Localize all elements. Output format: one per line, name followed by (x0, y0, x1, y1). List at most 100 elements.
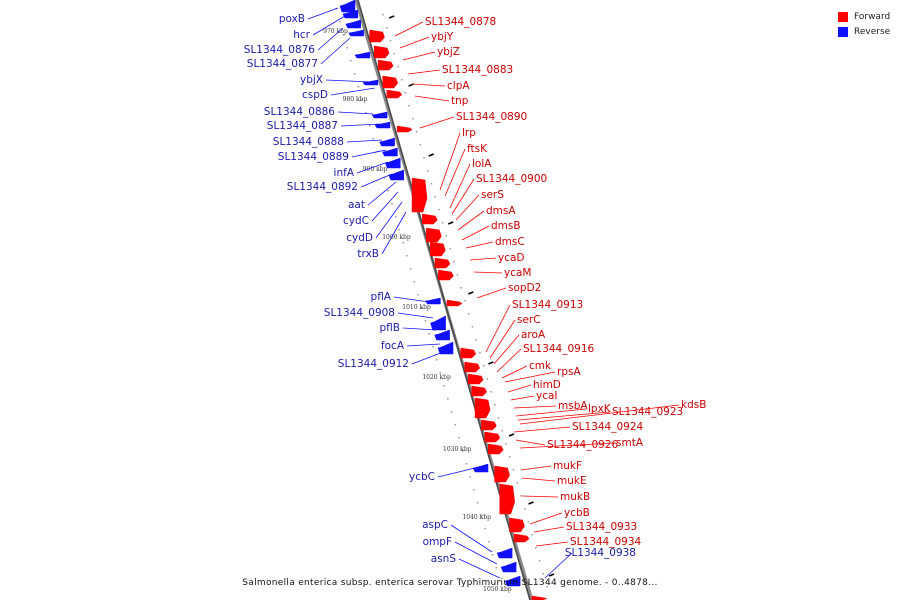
forward-gene-label: ycbB (564, 507, 590, 519)
reverse-gene-block (425, 297, 441, 305)
tick-label: 1000 kbp (382, 234, 411, 241)
forward-leader-line (411, 83, 446, 87)
tick-mark (548, 573, 555, 577)
forward-gene-label: SL1344_0923 (612, 406, 683, 418)
tick-mark (447, 221, 454, 225)
forward-leader-line (489, 319, 516, 359)
forward-swatch (838, 11, 848, 22)
forward-leader-line (521, 477, 556, 482)
forward-gene-label: ycaI (536, 390, 558, 402)
guide-dot (488, 541, 490, 543)
reverse-gene-block (379, 137, 395, 147)
forward-leader-line (513, 405, 557, 409)
reverse-leader-line (330, 87, 376, 96)
forward-leader-line (461, 225, 490, 241)
guide-dot (520, 495, 522, 497)
guide-dot (523, 508, 526, 510)
forward-leader-line (394, 21, 424, 37)
guide-dot (458, 437, 460, 439)
reverse-leader-line (351, 149, 387, 158)
reverse-leader-line (320, 37, 351, 65)
guide-dot (365, 112, 367, 114)
forward-leader-line (504, 371, 556, 383)
guide-dot (462, 450, 464, 452)
forward-gene-block (474, 397, 491, 419)
tick-label: 1040 kbp (462, 514, 491, 521)
forward-gene-block (430, 241, 446, 257)
guide-dot (441, 222, 444, 224)
guide-dot (424, 320, 427, 322)
forward-gene-label: smtA (616, 437, 644, 449)
reverse-gene-block (371, 111, 388, 119)
guide-dot (484, 528, 486, 530)
forward-gene-label: lrp (462, 127, 476, 139)
forward-leader-line (493, 334, 520, 365)
guide-dot (456, 274, 459, 276)
guide-dot (468, 313, 470, 315)
guide-dot (447, 398, 449, 400)
reverse-gene-block (504, 575, 521, 587)
reverse-leader-line (450, 524, 493, 553)
forward-leader-line (520, 465, 552, 471)
forward-leader-line (519, 404, 680, 425)
map-caption: Salmonella enterica subsp. enterica sero… (242, 578, 658, 588)
reverse-gene-block (354, 51, 371, 59)
reverse-leader-line (340, 123, 381, 127)
reverse-gene-label: SL1344_0889 (278, 151, 349, 163)
forward-gene-label: lolA (472, 158, 492, 170)
forward-gene-label: dmsC (495, 236, 525, 248)
guide-dot (423, 157, 425, 159)
forward-gene-label: tnp (451, 95, 469, 107)
reverse-gene-block (345, 19, 361, 29)
guide-dot (417, 294, 419, 296)
guide-dot (465, 463, 468, 465)
tick-mark (488, 361, 494, 365)
guide-dot (404, 92, 407, 94)
reverse-gene-block (339, 0, 356, 13)
guide-dot (531, 534, 533, 536)
guide-dot (402, 242, 404, 244)
legend-reverse-label: Reverse (854, 26, 891, 37)
guide-dot (471, 326, 474, 328)
reverse-leader-line (346, 139, 383, 143)
forward-leader-line (510, 395, 535, 401)
forward-gene-block (377, 59, 394, 71)
guide-dot (342, 34, 345, 36)
reverse-gene-label: cspD (302, 89, 328, 101)
reverse-gene-label: focA (381, 340, 405, 352)
forward-leader-line (407, 69, 441, 75)
reverse-gene-label: SL1344_0877 (247, 58, 318, 70)
forward-gene-label: SL1344_0883 (442, 64, 513, 76)
guide-dot (497, 417, 500, 419)
guide-dot (409, 268, 412, 270)
forward-gene-label: ybjZ (437, 46, 460, 58)
reverse-gene-label: cydD (346, 232, 373, 244)
forward-leader-line (465, 241, 494, 249)
forward-leader-line (449, 163, 471, 209)
guide-dot (486, 378, 489, 380)
reverse-gene-block (384, 157, 401, 169)
tick-label: 980 kbp (343, 96, 368, 103)
forward-gene-block (484, 431, 501, 443)
forward-gene-label: sopD2 (508, 282, 541, 294)
tick-label: 1050 kbp (483, 586, 512, 593)
forward-gene-label: serS (481, 189, 504, 201)
tick-label: 1030 kbp (443, 446, 472, 453)
guide-dot (389, 40, 392, 42)
forward-gene-label: SL1344_0924 (572, 421, 644, 433)
forward-gene-block (481, 419, 497, 431)
guide-dot (480, 515, 483, 517)
guide-dot (445, 235, 448, 237)
guide-dot (357, 86, 360, 88)
forward-leader-line (501, 365, 528, 379)
reverse-gene-label: SL1344_0892 (287, 181, 358, 193)
reverse-gene-label: cydC (343, 215, 369, 227)
guide-dot (490, 391, 492, 393)
tick-mark (528, 501, 534, 505)
guide-dot (450, 411, 453, 413)
forward-gene-block (464, 361, 481, 373)
forward-gene-block (386, 89, 403, 99)
reverse-gene-label: pflA (371, 291, 392, 303)
reverse-leader-line (337, 111, 374, 115)
reverse-gene-label: SL1344_0912 (338, 358, 409, 370)
